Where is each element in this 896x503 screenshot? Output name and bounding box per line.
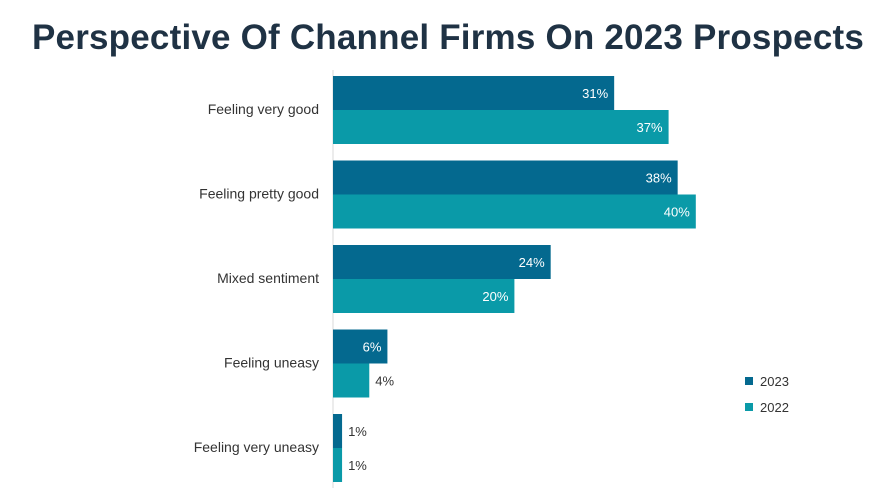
legend-swatch-2023 — [745, 377, 753, 385]
bar-2023 — [333, 76, 615, 110]
bar-2022 — [333, 448, 343, 482]
category-label: Feeling uneasy — [224, 355, 319, 371]
data-label: 24% — [519, 255, 545, 270]
data-label: 20% — [482, 289, 508, 304]
category-label: Feeling very uneasy — [194, 439, 319, 455]
data-label: 37% — [637, 120, 663, 135]
legend-swatch-2022 — [745, 403, 753, 411]
data-label: 31% — [582, 86, 608, 101]
bar-2022 — [333, 279, 515, 313]
legend-label-2023: 2023 — [760, 374, 789, 389]
data-label: 38% — [646, 171, 672, 186]
chart-title: Perspective Of Channel Firms On 2023 Pro… — [31, 18, 865, 57]
legend-label-2022: 2022 — [760, 400, 789, 415]
bar-2022 — [333, 194, 696, 229]
bar-2023 — [333, 414, 343, 448]
data-label: 4% — [375, 374, 394, 389]
category-label: Feeling pretty good — [199, 186, 319, 202]
category-label: Mixed sentiment — [217, 270, 319, 286]
data-label: 1% — [348, 458, 367, 473]
data-label: 6% — [363, 340, 382, 355]
bar-2023 — [333, 329, 388, 364]
category-label: Feeling very good — [208, 101, 319, 117]
data-label: 40% — [664, 205, 690, 220]
data-label: 1% — [348, 424, 367, 439]
bar-2022 — [333, 110, 669, 144]
bar-2023 — [333, 160, 678, 195]
bar-2022 — [333, 363, 370, 398]
bar-2023 — [333, 245, 551, 279]
